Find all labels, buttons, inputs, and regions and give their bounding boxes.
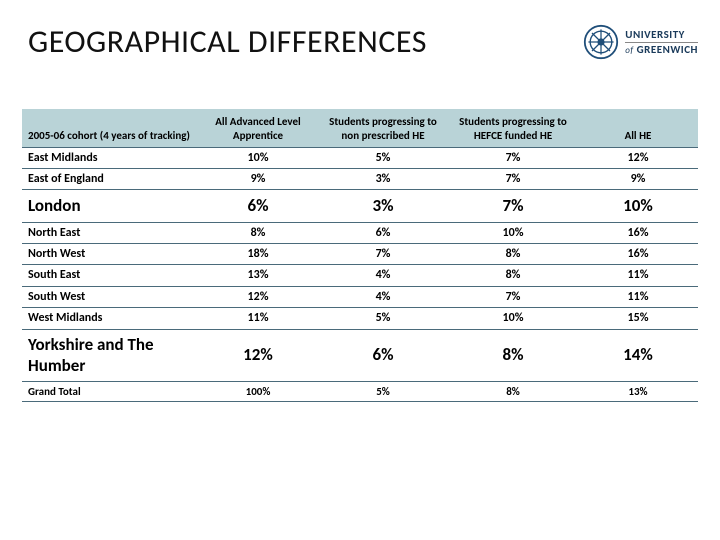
cell-value: 10% bbox=[578, 190, 698, 222]
page-title: GEOGRAPHICAL DIFFERENCES bbox=[22, 22, 427, 61]
cell-value: 11% bbox=[578, 286, 698, 307]
col-header-non-prescribed: Students progressing to non prescribed H… bbox=[318, 109, 448, 147]
slide: GEOGRAPHICAL DIFFERENCES UNIVERSITY of bbox=[0, 0, 720, 540]
cell-value: 10% bbox=[448, 308, 578, 329]
cell-value: 16% bbox=[578, 244, 698, 265]
cell-value: 18% bbox=[198, 244, 318, 265]
table-row: Grand Total100%5%8%13% bbox=[22, 382, 698, 402]
cell-value: 10% bbox=[198, 147, 318, 168]
logo-line-2: of GREENWICH bbox=[625, 44, 698, 56]
cell-value: 12% bbox=[198, 286, 318, 307]
row-label: Yorkshire and The Humber bbox=[22, 329, 198, 382]
cell-value: 9% bbox=[578, 168, 698, 189]
col-header-all-he: All HE bbox=[578, 109, 698, 147]
cell-value: 6% bbox=[318, 222, 448, 243]
table-head: 2005-06 cohort (4 years of tracking) All… bbox=[22, 109, 698, 147]
row-label: East Midlands bbox=[22, 147, 198, 168]
cell-value: 6% bbox=[198, 190, 318, 222]
table-row: North West18%7%8%16% bbox=[22, 244, 698, 265]
logo-text: UNIVERSITY of GREENWICH bbox=[625, 29, 698, 55]
cell-value: 14% bbox=[578, 329, 698, 382]
cell-value: 3% bbox=[318, 190, 448, 222]
table-row: South East13%4%8%11% bbox=[22, 265, 698, 286]
cell-value: 12% bbox=[578, 147, 698, 168]
cell-value: 11% bbox=[578, 265, 698, 286]
logo-line-1: UNIVERSITY bbox=[625, 29, 698, 41]
cell-value: 8% bbox=[448, 244, 578, 265]
geographical-table: 2005-06 cohort (4 years of tracking) All… bbox=[22, 109, 698, 402]
cell-value: 16% bbox=[578, 222, 698, 243]
cell-value: 9% bbox=[198, 168, 318, 189]
col-header-cohort: 2005-06 cohort (4 years of tracking) bbox=[22, 109, 198, 147]
cell-value: 8% bbox=[198, 222, 318, 243]
row-label: South West bbox=[22, 286, 198, 307]
cell-value: 6% bbox=[318, 329, 448, 382]
cell-value: 7% bbox=[448, 147, 578, 168]
cell-value: 13% bbox=[578, 382, 698, 402]
table-row: South West12%4%7%11% bbox=[22, 286, 698, 307]
cell-value: 7% bbox=[318, 244, 448, 265]
cell-value: 5% bbox=[318, 147, 448, 168]
cell-value: 3% bbox=[318, 168, 448, 189]
logo: UNIVERSITY of GREENWICH bbox=[583, 22, 698, 60]
cell-value: 8% bbox=[448, 329, 578, 382]
cell-value: 100% bbox=[198, 382, 318, 402]
cell-value: 8% bbox=[448, 382, 578, 402]
row-label: East of England bbox=[22, 168, 198, 189]
cell-value: 13% bbox=[198, 265, 318, 286]
university-seal-icon bbox=[583, 24, 619, 60]
table-row: London6%3%7%10% bbox=[22, 190, 698, 222]
row-label: London bbox=[22, 190, 198, 222]
table-container: 2005-06 cohort (4 years of tracking) All… bbox=[22, 109, 698, 402]
row-label: Grand Total bbox=[22, 382, 198, 402]
col-header-hefce: Students progressing to HEFCE funded HE bbox=[448, 109, 578, 147]
col-header-all-apprentice: All Advanced Level Apprentice bbox=[198, 109, 318, 147]
row-label: North West bbox=[22, 244, 198, 265]
cell-value: 5% bbox=[318, 308, 448, 329]
cell-value: 7% bbox=[448, 168, 578, 189]
cell-value: 10% bbox=[448, 222, 578, 243]
table-row: North East8%6%10%16% bbox=[22, 222, 698, 243]
row-label: North East bbox=[22, 222, 198, 243]
table-row: Yorkshire and The Humber12%6%8%14% bbox=[22, 329, 698, 382]
table-row: East Midlands10%5%7%12% bbox=[22, 147, 698, 168]
table-header-row: 2005-06 cohort (4 years of tracking) All… bbox=[22, 109, 698, 147]
table-row: West Midlands11%5%10%15% bbox=[22, 308, 698, 329]
cell-value: 4% bbox=[318, 265, 448, 286]
row-label: West Midlands bbox=[22, 308, 198, 329]
cell-value: 5% bbox=[318, 382, 448, 402]
cell-value: 8% bbox=[448, 265, 578, 286]
row-label: South East bbox=[22, 265, 198, 286]
header: GEOGRAPHICAL DIFFERENCES UNIVERSITY of bbox=[22, 22, 698, 61]
cell-value: 11% bbox=[198, 308, 318, 329]
cell-value: 7% bbox=[448, 190, 578, 222]
table-row: East of England9%3%7%9% bbox=[22, 168, 698, 189]
cell-value: 7% bbox=[448, 286, 578, 307]
cell-value: 4% bbox=[318, 286, 448, 307]
table-body: East Midlands10%5%7%12%East of England9%… bbox=[22, 147, 698, 402]
cell-value: 15% bbox=[578, 308, 698, 329]
cell-value: 12% bbox=[198, 329, 318, 382]
